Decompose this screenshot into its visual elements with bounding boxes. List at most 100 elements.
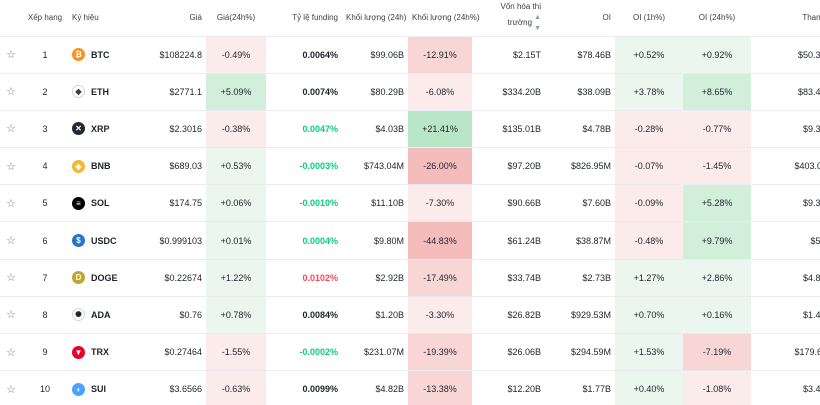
oi-header[interactable]: OI: [545, 0, 615, 37]
oi-cell: $4.78B: [545, 110, 615, 149]
table-row[interactable]: ☆ 7 D DOGE $0.22674 +1.22% 0.0102% $2.92B -17.49…: [0, 259, 820, 297]
funding-rate-cell: 0.0099%: [266, 370, 342, 405]
change-24h-cell: +1.22%: [206, 259, 266, 297]
oi-1h-cell: +1.53%: [615, 333, 683, 372]
symbol-label: DOGE: [91, 272, 118, 283]
symbol-cell[interactable]: ✺ ADA: [68, 296, 148, 335]
favorite-star-icon[interactable]: ☆: [0, 36, 22, 74]
market-cap-cell: $334.20B: [472, 73, 545, 111]
volume-24h-cell: $4.82B: [342, 370, 408, 405]
oi-24h-cell: -1.08%: [683, 370, 751, 405]
symbol-cell[interactable]: D DOGE: [68, 259, 148, 297]
price-cell: $3.6566: [148, 370, 206, 405]
symbol-cell[interactable]: ◗ SUI: [68, 370, 148, 405]
oi-24h-header[interactable]: OI (24h%): [683, 0, 751, 37]
volume-24h-cell: $4.03B: [342, 110, 408, 149]
market-cap-header[interactable]: Vốn hóa thị trường▲ ▼: [472, 0, 545, 37]
liquidation-cell: $50.38M: [751, 36, 820, 74]
funding-rate-cell: -0.0010%: [266, 184, 342, 223]
symbol-cell[interactable]: ₿ BTC: [68, 36, 148, 74]
bnb-icon: ◈: [72, 159, 85, 173]
volume-change-header[interactable]: Khối lượng (24h%): [408, 0, 480, 37]
change-24h-cell: +0.06%: [206, 184, 266, 223]
table-row[interactable]: ☆ 2 ◆ ETH $2771.1 +5.09% 0.0074% $80.29B -6.08% $…: [0, 73, 820, 111]
market-cap-cell: $26.06B: [472, 333, 545, 372]
favorite-star-icon[interactable]: ☆: [0, 333, 22, 372]
bitcoin-icon: ₿: [72, 48, 85, 62]
oi-cell: $7.60B: [545, 184, 615, 223]
liquidation-cell: $9.33M: [751, 110, 820, 149]
change-24h-cell: +5.09%: [206, 73, 266, 111]
favorite-column-header: [0, 0, 22, 37]
price-cell: $0.999103: [148, 221, 206, 260]
oi-24h-cell: +0.92%: [683, 36, 751, 74]
rank-header[interactable]: Xếp hạng: [22, 0, 68, 37]
change-24h-cell: +0.53%: [206, 147, 266, 186]
oi-24h-cell: -0.77%: [683, 110, 751, 149]
cardano-icon: ✺: [72, 308, 85, 322]
change-24h-cell: -0.38%: [206, 110, 266, 149]
favorite-star-icon[interactable]: ☆: [0, 259, 22, 297]
funding-rate-cell: 0.0084%: [266, 296, 342, 335]
symbol-label: XRP: [91, 123, 110, 134]
rank-cell: 2: [22, 73, 68, 111]
volume-change-cell: -3.30%: [408, 296, 472, 335]
change-24h-cell: +0.01%: [206, 221, 266, 260]
liquidation-cell: $179.60K: [751, 333, 820, 372]
oi-24h-cell: -7.19%: [683, 333, 751, 372]
symbol-label: SUI: [91, 384, 107, 395]
table-row[interactable]: ☆ 9 ▼ TRX $0.27464 -1.55% -0.0002% $231.07M -19.…: [0, 333, 820, 372]
liquidation-cell: $3.44M: [751, 370, 820, 405]
price-cell: $0.76: [148, 296, 206, 335]
solana-icon: ≡: [72, 196, 85, 210]
liquidation-cell: $5.99: [751, 221, 820, 260]
price-header[interactable]: Giá: [148, 0, 206, 37]
xrp-icon: ✕: [72, 122, 85, 136]
change-24h-cell: -1.55%: [206, 333, 266, 372]
market-cap-cell: $33.74B: [472, 259, 545, 297]
table-row[interactable]: ☆ 6 $ USDC $0.999103 +0.01% 0.0004% $9.80M -44.8…: [0, 221, 820, 260]
favorite-star-icon[interactable]: ☆: [0, 184, 22, 223]
symbol-cell[interactable]: ▼ TRX: [68, 333, 148, 372]
volume-24h-cell: $11.10B: [342, 184, 408, 223]
favorite-star-icon[interactable]: ☆: [0, 296, 22, 335]
liquidation-cell: $1.47M: [751, 296, 820, 335]
table-row[interactable]: ☆ 4 ◈ BNB $689.03 +0.53% -0.0003% $743.04M -26.0…: [0, 147, 820, 186]
market-cap-cell: $135.01B: [472, 110, 545, 149]
symbol-cell[interactable]: ◆ ETH: [68, 73, 148, 111]
favorite-star-icon[interactable]: ☆: [0, 73, 22, 111]
favorite-star-icon[interactable]: ☆: [0, 147, 22, 186]
symbol-cell[interactable]: ✕ XRP: [68, 110, 148, 149]
symbol-cell[interactable]: ≡ SOL: [68, 184, 148, 223]
symbol-header[interactable]: Ký hiệu: [68, 0, 148, 37]
symbol-label: TRX: [91, 347, 109, 358]
table-row[interactable]: ☆ 5 ≡ SOL $174.75 +0.06% -0.0010% $11.10B -7.30%…: [0, 184, 820, 223]
change-24h-header[interactable]: Giá(24h%): [206, 0, 266, 37]
oi-1h-cell: -0.07%: [615, 147, 683, 186]
oi-24h-cell: +8.65%: [683, 73, 751, 111]
rank-cell: 8: [22, 296, 68, 335]
favorite-star-icon[interactable]: ☆: [0, 110, 22, 149]
table-row[interactable]: ☆ 10 ◗ SUI $3.6566 -0.63% 0.0099% $4.82B -13.38%…: [0, 370, 820, 405]
symbol-cell[interactable]: ◈ BNB: [68, 147, 148, 186]
liquidation-header[interactable]: Thanh lý: [751, 0, 820, 37]
oi-1h-header[interactable]: OI (1h%): [615, 0, 683, 37]
price-cell: $2.3016: [148, 110, 206, 149]
volume-change-cell: -17.49%: [408, 259, 472, 297]
sui-icon: ◗: [72, 382, 85, 396]
rank-cell: 6: [22, 221, 68, 260]
oi-1h-cell: +0.40%: [615, 370, 683, 405]
liquidation-cell: $9.36M: [751, 184, 820, 223]
table-row[interactable]: ☆ 3 ✕ XRP $2.3016 -0.38% 0.0047% $4.03B +21.41% $…: [0, 110, 820, 149]
table-row[interactable]: ☆ 1 ₿ BTC $108224.8 -0.49% 0.0064% $99.06B -12.9…: [0, 36, 820, 74]
market-cap-cell: $12.20B: [472, 370, 545, 405]
volume-24h-header[interactable]: Khối lượng (24h): [342, 0, 408, 37]
dogecoin-icon: D: [72, 271, 85, 285]
funding-rate-header[interactable]: Tỷ lệ funding: [266, 0, 342, 37]
favorite-star-icon[interactable]: ☆: [0, 221, 22, 260]
symbol-cell[interactable]: $ USDC: [68, 221, 148, 260]
symbol-label: USDC: [91, 235, 117, 246]
favorite-star-icon[interactable]: ☆: [0, 370, 22, 405]
sort-icon[interactable]: ▲ ▼: [534, 14, 541, 33]
table-row[interactable]: ☆ 8 ✺ ADA $0.76 +0.78% 0.0084% $1.20B -3.30% $26.…: [0, 296, 820, 335]
